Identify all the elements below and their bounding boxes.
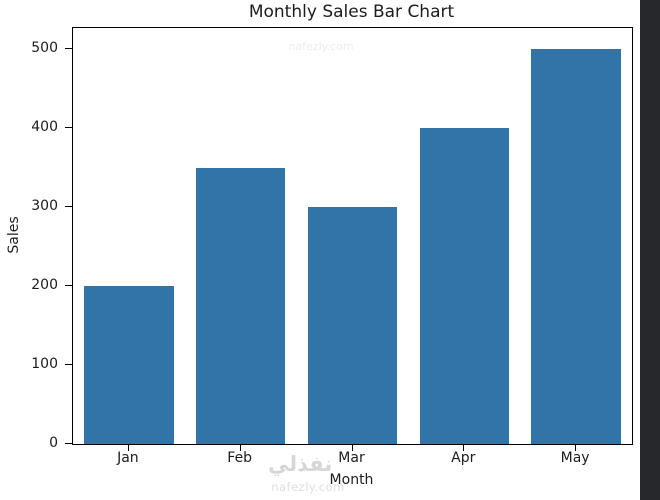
y-axis-label: Sales bbox=[6, 216, 22, 254]
x-tick-mark bbox=[351, 444, 353, 451]
y-tick-mark bbox=[65, 48, 72, 50]
chart-figure: Monthly Sales Bar Chart nafezly.com Sale… bbox=[6, 2, 633, 494]
y-tick-label: 0 bbox=[49, 435, 58, 451]
bar-jan bbox=[84, 286, 174, 444]
chart-title: Monthly Sales Bar Chart bbox=[248, 2, 455, 22]
nafezly-logo: نفذلي bbox=[268, 452, 333, 476]
x-axis-label: Month bbox=[329, 472, 374, 488]
x-tick-mark bbox=[127, 444, 129, 451]
x-tick-label-apr: Apr bbox=[451, 450, 476, 466]
x-tick-label-mar: Mar bbox=[338, 450, 365, 466]
y-tick-label: 200 bbox=[31, 277, 58, 294]
y-tick-mark bbox=[65, 443, 72, 444]
bar-apr bbox=[419, 128, 510, 444]
y-tick-label: 400 bbox=[31, 119, 58, 136]
x-tick-mark bbox=[463, 444, 465, 451]
x-tick-label-feb: Feb bbox=[227, 450, 253, 466]
x-tick-mark bbox=[575, 444, 577, 451]
window-edge-strip bbox=[640, 0, 660, 500]
plot-area bbox=[72, 27, 633, 445]
x-tick-label-may: May bbox=[560, 450, 590, 466]
watermark-site-faint: nafezly.com bbox=[288, 40, 354, 53]
y-tick-label: 500 bbox=[31, 40, 58, 57]
watermark-site-text: nafezly.com bbox=[271, 480, 345, 494]
y-tick-mark bbox=[65, 127, 72, 129]
y-tick-label: 300 bbox=[31, 198, 58, 215]
x-tick-mark bbox=[239, 444, 241, 451]
bar-mar bbox=[307, 207, 398, 444]
bar-may bbox=[531, 49, 621, 444]
y-tick-label: 100 bbox=[31, 356, 58, 373]
y-tick-mark bbox=[65, 285, 72, 287]
x-tick-label-jan: Jan bbox=[117, 450, 139, 466]
bar-feb bbox=[195, 167, 286, 444]
y-tick-mark bbox=[65, 364, 72, 366]
y-tick-mark bbox=[65, 206, 72, 208]
